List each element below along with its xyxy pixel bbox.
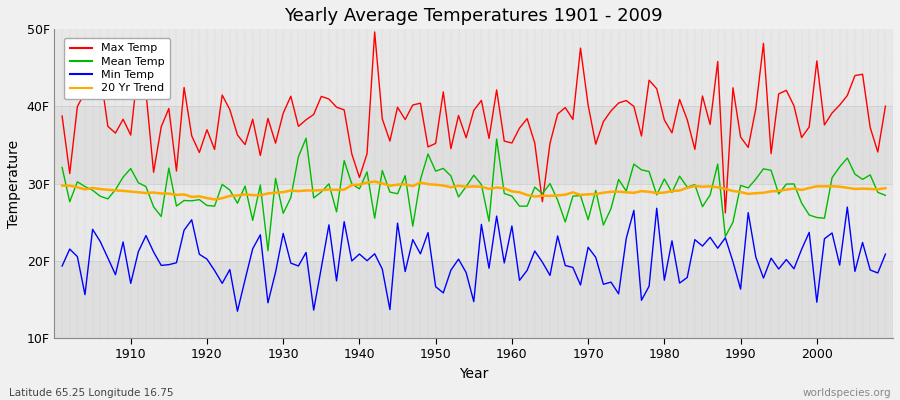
Text: Latitude 65.25 Longitude 16.75: Latitude 65.25 Longitude 16.75 bbox=[9, 388, 174, 398]
Legend: Max Temp, Mean Temp, Min Temp, 20 Yr Trend: Max Temp, Mean Temp, Min Temp, 20 Yr Tre… bbox=[64, 38, 170, 99]
Bar bbox=[55, 261, 893, 338]
X-axis label: Year: Year bbox=[459, 367, 489, 381]
Y-axis label: Temperature: Temperature bbox=[7, 140, 21, 228]
Bar bbox=[55, 106, 893, 184]
Title: Yearly Average Temperatures 1901 - 2009: Yearly Average Temperatures 1901 - 2009 bbox=[284, 7, 663, 25]
Text: worldspecies.org: worldspecies.org bbox=[803, 388, 891, 398]
